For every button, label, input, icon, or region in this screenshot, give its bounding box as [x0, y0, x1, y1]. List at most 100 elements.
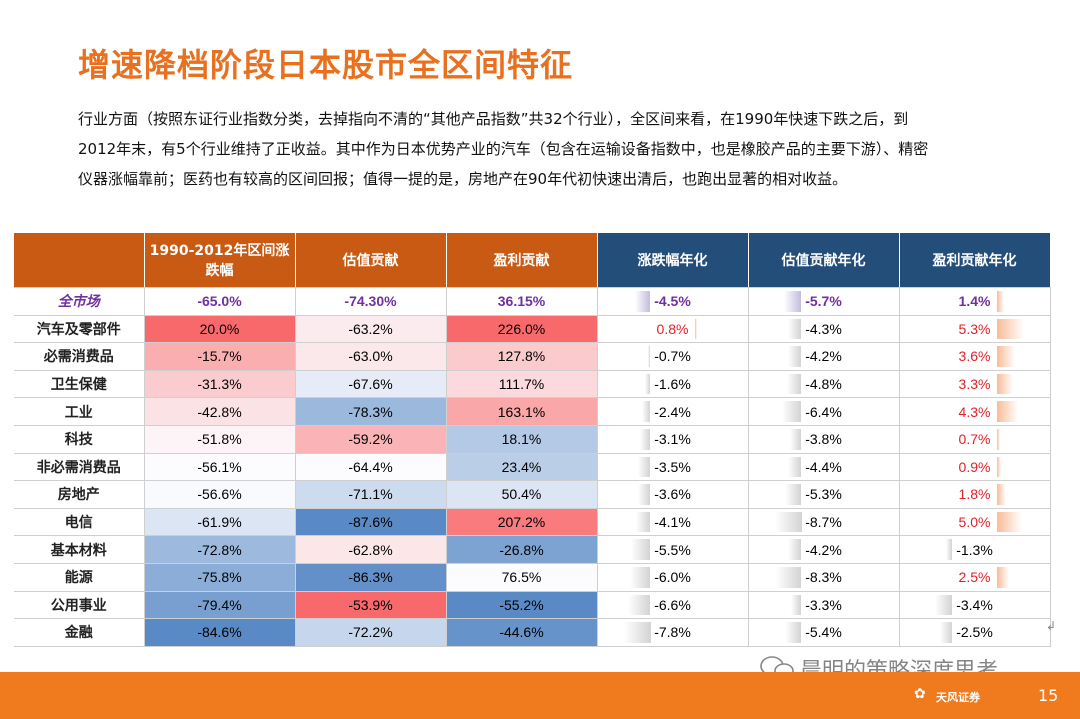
cell-annualized-earnings: -3.4%	[899, 591, 1051, 620]
table-row: 工业 -42.8% -78.3% 163.1% -2.4% -6.4% 4.3%	[14, 397, 1051, 426]
cell-annualized-earnings: 3.3%	[899, 370, 1051, 399]
cell-earnings-contribution: 36.15%	[446, 287, 598, 316]
cell-value: -42.8%	[197, 403, 242, 420]
cell-earnings-contribution: 207.2%	[446, 508, 598, 537]
cell-value: 76.5%	[501, 569, 542, 586]
cell-total-return: -51.8%	[144, 425, 296, 454]
paragraph-line: 仪器涨幅靠前；医药也有较高的区间回报；值得一提的是，房地产在90年代初快速出清后…	[78, 170, 848, 188]
cell-value: -4.2%	[805, 348, 842, 365]
page-title: 增速降档阶段日本股市全区间特征	[78, 46, 574, 84]
cell-value: -3.4%	[956, 596, 993, 613]
cell-earnings-contribution: -55.2%	[446, 591, 598, 620]
cell-total-return: -79.4%	[144, 591, 296, 620]
data-bar	[939, 622, 953, 643]
cell-earnings-contribution: 50.4%	[446, 480, 598, 509]
header-earnings-contribution: 盈利贡献	[446, 233, 598, 288]
cell-value: -64.4%	[348, 458, 393, 475]
industry-name: 电信	[14, 508, 145, 537]
cell-annualized-valuation: -4.2%	[748, 342, 900, 371]
data-bar	[935, 594, 953, 616]
data-bar	[786, 373, 802, 395]
table-header-row: 1990-2012年区间涨跌幅 估值贡献 盈利贡献 涨跌幅年化 估值贡献年化 盈…	[14, 233, 1051, 288]
industry-name: 汽车及零部件	[14, 315, 145, 344]
data-bar	[791, 594, 802, 616]
data-bar	[996, 456, 1002, 478]
cell-valuation-contribution: -71.1%	[295, 480, 447, 509]
cell-total-return: -15.7%	[144, 342, 296, 371]
cell-value: 20.0%	[199, 320, 240, 337]
cell-value: 0.7%	[958, 431, 991, 448]
cell-annualized-valuation: -4.4%	[748, 453, 900, 482]
header-annualized-earnings: 盈利贡献年化	[899, 233, 1051, 288]
industry-name: 基本材料	[14, 535, 145, 564]
cell-annualized-valuation: -5.4%	[748, 618, 900, 647]
industry-name: 必需消费品	[14, 342, 145, 371]
cell-valuation-contribution: -87.6%	[295, 508, 447, 537]
cell-annualized-earnings: 1.8%	[899, 480, 1051, 509]
cell-valuation-contribution: -63.0%	[295, 342, 447, 371]
cell-value: 5.3%	[958, 320, 991, 337]
data-bar	[945, 539, 953, 560]
cell-value: -65.0%	[197, 293, 242, 310]
data-bar	[775, 566, 802, 588]
logo-name: 天风证券	[936, 691, 980, 704]
cell-annualized-return: -2.4%	[597, 397, 749, 426]
cell-value: -0.7%	[654, 348, 691, 365]
cell-value: 163.1%	[497, 403, 546, 420]
cell-value: 4.3%	[958, 403, 991, 420]
cell-annualized-earnings: 5.0%	[899, 508, 1051, 537]
industry-name: 工业	[14, 397, 145, 426]
industry-name: 能源	[14, 563, 145, 592]
cell-value: -53.9%	[348, 596, 393, 613]
cell-value: -62.8%	[348, 541, 393, 558]
cell-value: -63.0%	[348, 348, 393, 365]
data-bar	[996, 428, 1001, 450]
cell-valuation-contribution: -86.3%	[295, 563, 447, 592]
cell-value: -7.8%	[654, 624, 691, 641]
data-bar	[694, 318, 698, 340]
cell-valuation-contribution: -74.30%	[295, 287, 447, 316]
cell-value: 3.6%	[958, 348, 991, 365]
cell-value: -61.9%	[197, 514, 242, 531]
cell-valuation-contribution: -62.8%	[295, 535, 447, 564]
cell-value: -3.6%	[654, 486, 691, 503]
cell-value: 0.8%	[656, 320, 689, 337]
cell-value: -8.3%	[805, 569, 842, 586]
cell-valuation-contribution: -59.2%	[295, 425, 447, 454]
cell-annualized-valuation: -3.3%	[748, 591, 900, 620]
cell-earnings-contribution: 127.8%	[446, 342, 598, 371]
footer-bar	[0, 672, 1080, 719]
cell-valuation-contribution: -64.4%	[295, 453, 447, 482]
cell-earnings-contribution: 18.1%	[446, 425, 598, 454]
cell-annualized-earnings: 0.7%	[899, 425, 1051, 454]
cell-total-return: -72.8%	[144, 535, 296, 564]
cell-annualized-earnings: 5.3%	[899, 315, 1051, 344]
cell-annualized-earnings: 4.3%	[899, 397, 1051, 426]
cell-value: 111.7%	[498, 376, 545, 393]
cell-value: -6.4%	[805, 403, 842, 420]
table-row: 房地产 -56.6% -71.1% 50.4% -3.6% -5.3% 1.8%	[14, 480, 1051, 509]
cell-annualized-valuation: -6.4%	[748, 397, 900, 426]
cell-total-return: 20.0%	[144, 315, 296, 344]
cell-value: -4.1%	[654, 514, 691, 531]
cell-annualized-valuation: -4.3%	[748, 315, 900, 344]
cell-annualized-valuation: -8.7%	[748, 508, 900, 537]
cell-earnings-contribution: 76.5%	[446, 563, 598, 592]
cell-value: -4.5%	[654, 293, 691, 310]
data-bar	[638, 456, 651, 478]
cell-value: -4.3%	[805, 320, 842, 337]
data-bar	[785, 484, 802, 505]
cell-earnings-contribution: -44.6%	[446, 618, 598, 647]
cell-annualized-return: -6.6%	[597, 591, 749, 620]
data-bar	[627, 594, 651, 616]
paragraph-line: 2012年末，有5个行业维持了正收益。其中作为日本优势产业的汽车（包含在运输设备…	[78, 140, 929, 158]
cell-value: 0.9%	[958, 458, 991, 475]
cell-annualized-return: -3.5%	[597, 453, 749, 482]
data-bar	[634, 291, 651, 312]
cell-valuation-contribution: -78.3%	[295, 397, 447, 426]
header-valuation-contribution: 估值贡献	[295, 233, 447, 288]
data-bar	[639, 428, 651, 450]
cell-total-return: -31.3%	[144, 370, 296, 399]
cell-value: -1.3%	[956, 541, 993, 558]
cell-value: 127.8%	[497, 348, 546, 365]
